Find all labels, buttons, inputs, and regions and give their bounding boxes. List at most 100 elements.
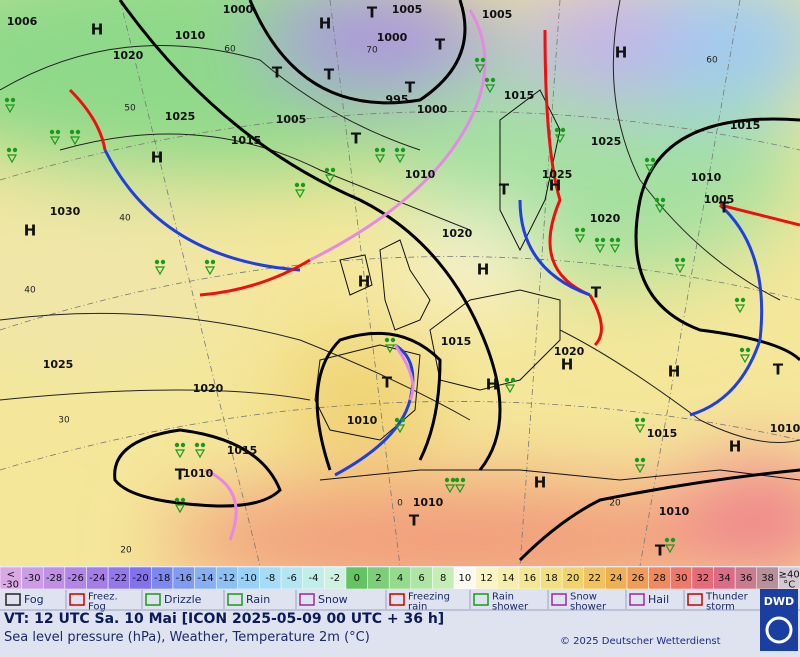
rain-dot [670, 537, 676, 543]
shower-mark [69, 136, 81, 146]
rain-dot [200, 442, 206, 448]
pressure-center: T [655, 542, 666, 560]
shower-mark [394, 154, 406, 164]
scale-label: -30 [24, 573, 40, 584]
temperature-label: 20 [609, 499, 621, 509]
legend-icon [5, 593, 21, 606]
rain-dot [384, 337, 390, 343]
scale-label: -20 [132, 573, 148, 584]
legend-label: Thunder storm [705, 592, 749, 613]
shower-mark [194, 449, 206, 459]
legend-label: Fog [24, 593, 44, 606]
scale-label: 32 [696, 573, 709, 584]
legend-icon [473, 593, 489, 606]
rain-dot [594, 237, 600, 243]
scale-label: 20 [567, 573, 580, 584]
isobar-label: 1000 [417, 103, 448, 116]
rain-dot [510, 377, 516, 383]
rain-dot [294, 182, 300, 188]
rain-dot [504, 377, 510, 383]
rain-dot [49, 129, 55, 135]
pressure-center: T [382, 374, 393, 392]
legend-label: Freez. Fog [88, 592, 118, 613]
scale-label: -2 [330, 573, 340, 584]
shower-mark [204, 266, 216, 276]
shower-mark [174, 504, 186, 514]
shower-mark [4, 104, 16, 114]
isobar-label: 1010 [659, 505, 690, 518]
scale-label: 24 [610, 573, 623, 584]
rain-dot [640, 457, 646, 463]
scale-label: 8 [440, 573, 446, 584]
pressure-center: T [351, 130, 362, 148]
legend-label: Rain [246, 593, 270, 606]
scale-label: 38 [761, 573, 774, 584]
shower-mark [574, 234, 586, 244]
rain-dot [740, 297, 746, 303]
pressure-center: T [435, 36, 446, 54]
legend-icon [299, 593, 315, 606]
isobar-label: 1015 [227, 444, 258, 457]
isobar-label: 1005 [392, 3, 423, 16]
scale-label: 30 [675, 573, 688, 584]
pressure-center: H [486, 376, 499, 394]
isobar-label: 995 [386, 93, 409, 106]
shower-mark [49, 136, 61, 146]
scale-label: 12 [480, 573, 493, 584]
pressure-center: H [477, 261, 490, 279]
main-isobars [113, 0, 800, 562]
pressure-center: H [24, 222, 37, 240]
legend-icon [145, 593, 161, 606]
shower-mark [654, 204, 666, 214]
scale-label: -24 [89, 573, 105, 584]
shower-mark [474, 64, 486, 74]
isobar-label: 1005 [482, 8, 513, 21]
isobar-label: 1010 [770, 422, 800, 435]
rain-dot [574, 227, 580, 233]
valid-time: VT: 12 UTC Sa. 10 Mai [ICON 2025-05-09 0… [4, 611, 444, 627]
rain-dot [454, 477, 460, 483]
isobar-label: 1005 [704, 193, 735, 206]
logo-text: DWD [764, 595, 794, 608]
shower-mark [739, 354, 751, 364]
pressure-center: T [499, 181, 510, 199]
scale-label: 36 [740, 573, 753, 584]
shower-mark [734, 304, 746, 314]
temperature-label: 60 [224, 45, 236, 55]
rain-dot [660, 197, 666, 203]
pressure-center: H [729, 438, 742, 456]
scale-label: 22 [588, 573, 601, 584]
shower-mark [634, 464, 646, 474]
isobar-label: 1006 [7, 15, 38, 28]
rain-dot [69, 129, 75, 135]
shower-mark [554, 134, 566, 144]
pressure-center: T [175, 466, 186, 484]
scale-label: < -30 [3, 570, 19, 591]
legend-icon [551, 593, 567, 606]
rain-dot [6, 147, 12, 153]
rain-dot [380, 147, 386, 153]
rain-dot [75, 129, 81, 135]
rain-dot [10, 97, 16, 103]
rain-dot [609, 237, 615, 243]
pressure-center: H [358, 273, 371, 291]
legend-icon [629, 593, 645, 606]
map-labels: 1006 1000 1005 1005 1010 1020 1000 995 1000 1015 1… [7, 3, 800, 560]
rain-dot [484, 77, 490, 83]
shower-mark [664, 544, 676, 554]
rain-dot [444, 477, 450, 483]
isobar-label: 1010 [691, 171, 722, 184]
rain-dot [615, 237, 621, 243]
rain-dot [640, 417, 646, 423]
rain-dot [654, 197, 660, 203]
temperature-scale: < -30-30 -28 -26 -24 -22 -20 -18 -16 -14 -12 -10 -8-… [0, 566, 800, 591]
legend-label: Freezing rain [408, 592, 450, 613]
pressure-center: H [91, 21, 104, 39]
rain-dot [394, 417, 400, 423]
rain-dot [480, 57, 486, 63]
temperature-label: 0 [397, 499, 403, 509]
rain-dot [374, 147, 380, 153]
pressure-center: T [591, 284, 602, 302]
rain-dot [734, 297, 740, 303]
